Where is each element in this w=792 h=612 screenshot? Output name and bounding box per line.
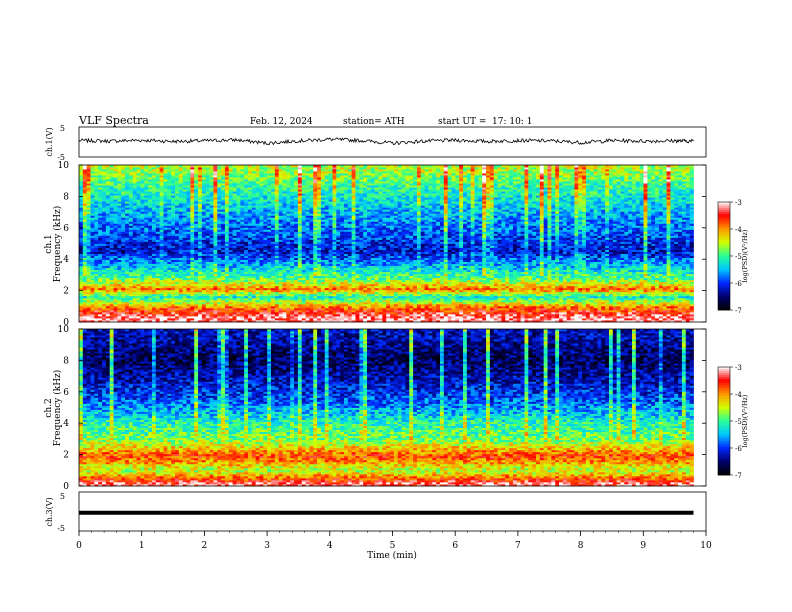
station-label: station= ATH [343,117,405,127]
figure-title: VLF Spectra [78,114,149,127]
start-time-value: 17: 10: 1 [492,117,532,127]
ch1-waveform-panel: 5 -5 ch.1(V) [45,124,706,162]
ch1-spectrogram-image [79,165,694,322]
date-label: Feb. 12, 2024 [250,117,313,127]
start-time-prefix: start UT = [438,117,486,127]
ch1-waveform-trace [79,138,694,145]
ch1-ytick-top: 5 [60,124,65,133]
ch1-waveform-ylabel: ch.1(V) [45,127,54,156]
